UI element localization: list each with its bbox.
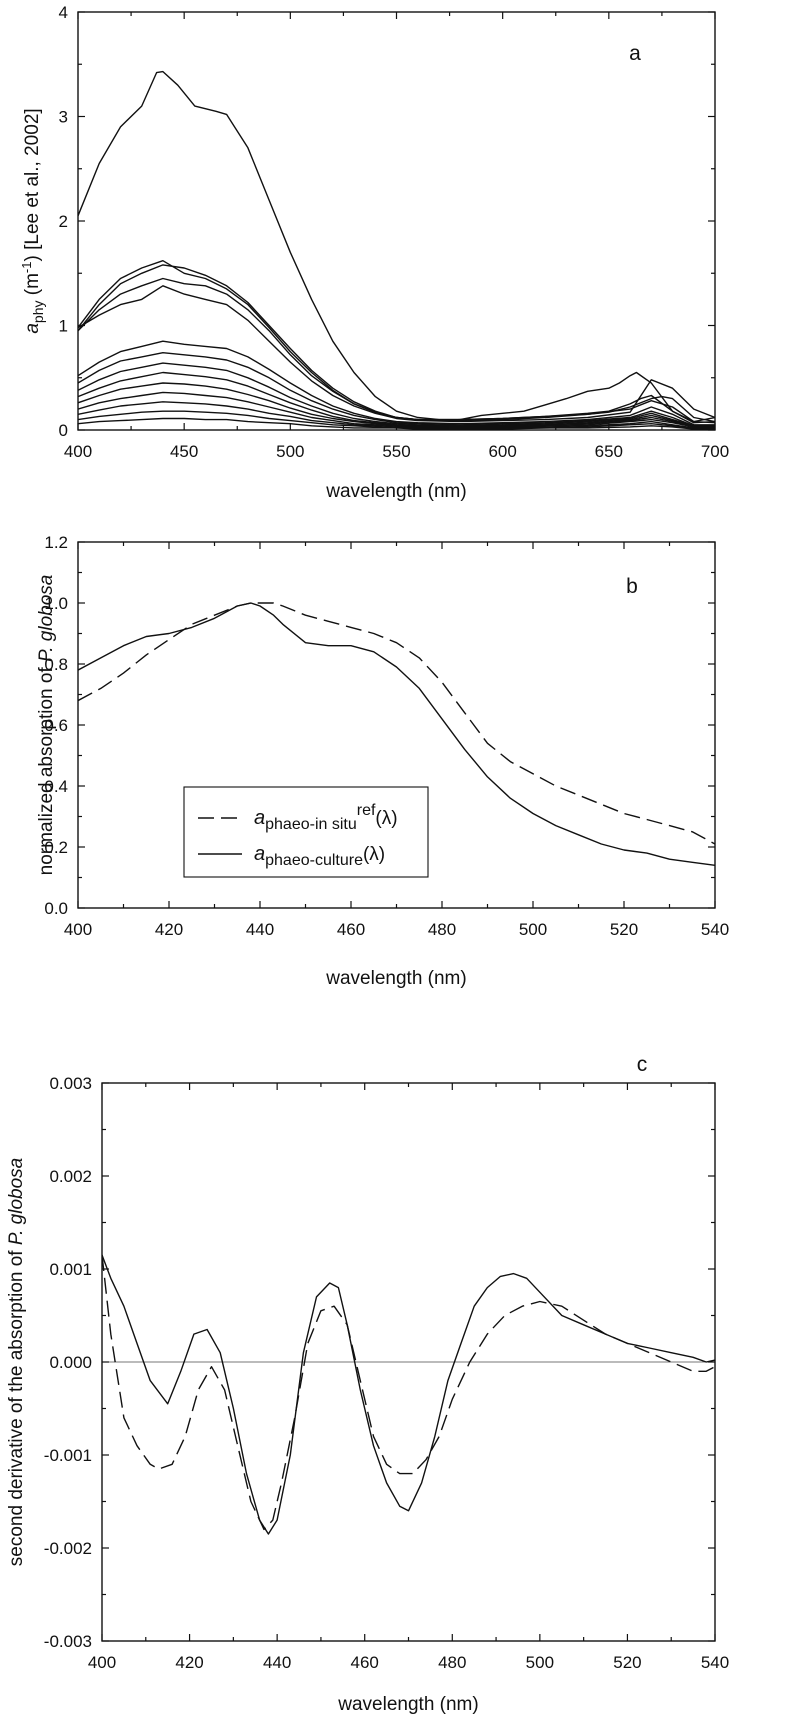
panel-letter: c bbox=[637, 1053, 648, 1076]
y-tick-label: 3 bbox=[59, 108, 68, 127]
series-line-4 bbox=[78, 285, 715, 423]
dashed-series-line-0 bbox=[78, 602, 715, 845]
series-line-8 bbox=[78, 371, 715, 428]
legend-box bbox=[183, 786, 429, 878]
series-line-0 bbox=[102, 1254, 715, 1535]
x-tick-label: 500 bbox=[526, 1653, 554, 1672]
y-label-reference: ) [Lee et al., 2002] bbox=[22, 108, 43, 261]
x-tick-label: 400 bbox=[64, 442, 92, 461]
dashed-series-line-1 bbox=[102, 1254, 715, 1531]
x-axis-label: wavelength (nm) bbox=[337, 1694, 478, 1715]
x-tick-label: 550 bbox=[382, 442, 410, 461]
legend-suffix: (λ) bbox=[363, 844, 385, 865]
y-tick-label: 0.001 bbox=[49, 1260, 92, 1279]
plot-frame bbox=[77, 11, 716, 431]
panel-b: 400 420 440 460 480 500 520 540 0.0 0.2 0.4 0.6 0.8 1… bbox=[36, 533, 729, 989]
series-group bbox=[78, 70, 715, 430]
panel-c: 400 420 440 460 480 500 520 540 -0.003 -0.002 -0.0… bbox=[6, 1053, 729, 1715]
y-label-species: P. globosa bbox=[6, 1158, 27, 1245]
x-axis-label: wavelength (nm) bbox=[325, 481, 466, 502]
legend-symbol: a bbox=[254, 843, 265, 865]
panel-a: 400 450 500 550 600 650 700 0 1 2 3 4 wavelength (nm… bbox=[19, 3, 729, 502]
y-tick-label: 0.0 bbox=[44, 899, 68, 918]
y-tick-label: 0 bbox=[59, 421, 68, 440]
y-tick-label: 0.6 bbox=[44, 716, 68, 735]
x-tick-label: 440 bbox=[263, 1653, 291, 1672]
x-axis-label: wavelength (nm) bbox=[325, 968, 466, 989]
y-label-unit: (m bbox=[22, 273, 43, 300]
y-label-symbol: a bbox=[22, 323, 43, 334]
series-line-9 bbox=[78, 382, 715, 428]
x-tick-label: 600 bbox=[488, 442, 516, 461]
y-label-text: normalized absorption of bbox=[36, 662, 57, 875]
series-group bbox=[78, 602, 715, 866]
x-tick-label: 520 bbox=[613, 1653, 641, 1672]
x-tick-label: 450 bbox=[170, 442, 198, 461]
series-line-10 bbox=[78, 391, 715, 429]
legend: aphaeo-in situref(λ)aphaeo-culture(λ) bbox=[183, 786, 429, 878]
x-tick-label: 540 bbox=[701, 1653, 729, 1672]
panel-letter: a bbox=[629, 42, 641, 65]
y-tick-label: 0.8 bbox=[44, 655, 68, 674]
y-label-subscript: phy bbox=[30, 301, 46, 324]
x-tick-label: 440 bbox=[246, 920, 274, 939]
y-tick-label: -0.003 bbox=[44, 1632, 92, 1651]
series-line-11 bbox=[78, 401, 715, 429]
x-tick-label: 700 bbox=[701, 442, 729, 461]
y-tick-label: 0.2 bbox=[44, 838, 68, 857]
x-tick-label: 650 bbox=[595, 442, 623, 461]
x-tick-label: 420 bbox=[155, 920, 183, 939]
series-line-0 bbox=[78, 70, 715, 423]
x-tick-label: 500 bbox=[519, 920, 547, 939]
y-tick-label: -0.001 bbox=[44, 1446, 92, 1465]
x-tick-label: 420 bbox=[175, 1653, 203, 1672]
x-tick-label: 460 bbox=[337, 920, 365, 939]
series-line-1 bbox=[78, 602, 715, 866]
legend-symbol: a bbox=[254, 807, 265, 829]
y-tick-label: 4 bbox=[59, 3, 68, 22]
y-tick-label: 0.003 bbox=[49, 1074, 92, 1093]
series-line-3 bbox=[78, 277, 715, 424]
series-group bbox=[102, 1254, 715, 1535]
y-label-superscript: -1 bbox=[19, 262, 34, 274]
y-label-text: second derivative of the absorption of bbox=[6, 1245, 27, 1566]
legend-suffix: (λ) bbox=[375, 808, 397, 829]
y-tick-label: 0.4 bbox=[44, 777, 68, 796]
series-line-7 bbox=[78, 362, 715, 428]
x-tick-label: 480 bbox=[438, 1653, 466, 1672]
x-tick-label: 540 bbox=[701, 920, 729, 939]
legend-subscript: phaeo-culture bbox=[265, 852, 363, 869]
series-line-5 bbox=[78, 340, 715, 426]
y-tick-label: 1.2 bbox=[44, 533, 68, 552]
legend-superscript: ref bbox=[357, 802, 376, 819]
y-tick-label: 1.0 bbox=[44, 594, 68, 613]
legend-label: aphaeo-culture(λ) bbox=[254, 843, 385, 869]
y-label-species: P. globosa bbox=[36, 575, 57, 662]
x-tick-label: 480 bbox=[428, 920, 456, 939]
y-tick-label: 2 bbox=[59, 212, 68, 231]
y-tick-label: 1 bbox=[59, 317, 68, 336]
y-tick-label: -0.002 bbox=[44, 1539, 92, 1558]
series-line-6 bbox=[78, 352, 715, 427]
x-tick-label: 400 bbox=[64, 920, 92, 939]
series-line-1 bbox=[78, 260, 715, 424]
legend-label: aphaeo-in situref(λ) bbox=[254, 802, 398, 833]
x-tick-label: 520 bbox=[610, 920, 638, 939]
series-line-12 bbox=[78, 410, 715, 429]
x-tick-label: 500 bbox=[276, 442, 304, 461]
y-axis-label: second derivative of the absorption of P… bbox=[6, 1158, 27, 1566]
legend-subscript: phaeo-in situ bbox=[265, 816, 357, 833]
y-tick-label: 0.002 bbox=[49, 1167, 92, 1186]
x-tick-label: 400 bbox=[88, 1653, 116, 1672]
panel-letter: b bbox=[626, 575, 638, 598]
y-tick-label: 0.000 bbox=[49, 1353, 92, 1372]
series-line-2 bbox=[78, 264, 715, 423]
y-axis-label: normalized absorption of P. globosa bbox=[36, 575, 57, 876]
y-axis-label: aphy (m-1) [Lee et al., 2002] bbox=[19, 108, 46, 333]
x-tick-label: 460 bbox=[351, 1653, 379, 1672]
